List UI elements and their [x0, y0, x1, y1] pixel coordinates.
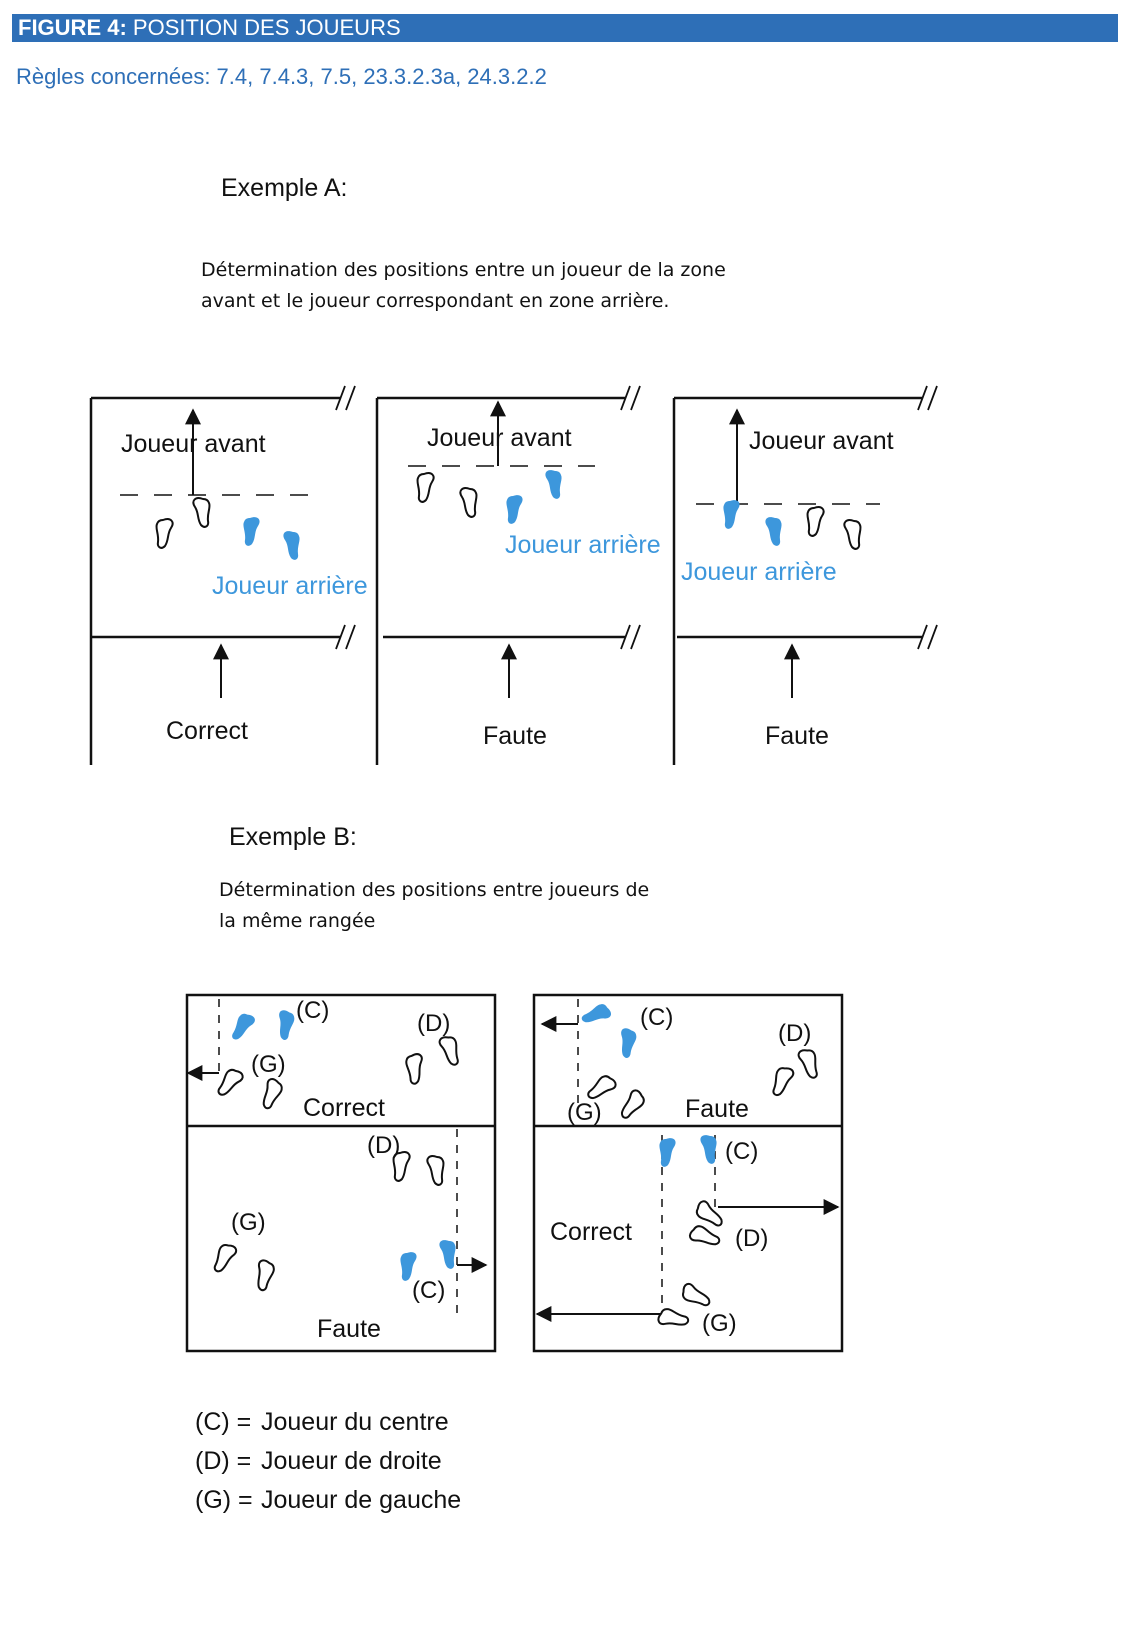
- center-player-left-foot-icon: [579, 1001, 613, 1030]
- back-player-label: Joueur arrière: [681, 558, 837, 586]
- example-b-desc-line2: la même rangée: [219, 910, 376, 932]
- front-player-right-foot-icon: [843, 519, 862, 550]
- back-player-right-foot-icon: [765, 517, 782, 546]
- center-player-right-foot-icon: [700, 1135, 717, 1164]
- front-player-left-foot-icon: [155, 518, 174, 549]
- back-player-label: Joueur arrière: [212, 572, 368, 600]
- center-player-tag: (C): [725, 1138, 758, 1165]
- verdict-label: Correct: [550, 1218, 632, 1246]
- front-player-left-foot-icon: [416, 472, 435, 503]
- back-player-right-foot-icon: [545, 470, 562, 499]
- left-player-tag: (G): [567, 1099, 602, 1126]
- example-b-description: Détermination des positions entre joueur…: [219, 875, 649, 937]
- verdict-label: Correct: [166, 717, 248, 745]
- center-player-right-foot-icon: [439, 1240, 456, 1269]
- center-player-right-foot-icon: [273, 1009, 297, 1042]
- left-player-right-foot-icon: [614, 1087, 649, 1122]
- legend-value: Joueur du centre: [261, 1408, 449, 1436]
- legend-item-right: (D) = Joueur de droite: [195, 1447, 461, 1486]
- right-player-right-foot-icon: [796, 1047, 820, 1081]
- front-player-right-foot-icon: [192, 497, 211, 528]
- example-b-diagram: (C) (D) (G) Correct (C) (D) (G) Faute (D…: [185, 993, 844, 1353]
- left-player-tag: (G): [251, 1051, 286, 1078]
- right-player-left-foot-icon: [404, 1052, 427, 1086]
- rules-line: Règles concernées: 7.4, 7.4.3, 7.5, 23.3…: [16, 64, 547, 89]
- example-b-boxes: [185, 993, 844, 1353]
- figure-title: POSITION DES JOUEURS: [132, 15, 401, 40]
- right-player-left-foot-icon: [692, 1198, 728, 1230]
- left-player-left-foot-icon: [214, 1065, 246, 1101]
- example-a-description: Détermination des positions entre un jou…: [201, 255, 726, 317]
- example-a-court-lines: [89, 396, 922, 765]
- legend-value: Joueur de droite: [261, 1447, 442, 1475]
- left-player-tag: (G): [231, 1209, 266, 1236]
- alignment-dashed-lines: [120, 465, 880, 505]
- reference-dashed-lines: [218, 999, 716, 1317]
- legend-key: (D) =: [195, 1447, 252, 1475]
- legend-item-center: (C) = Joueur du centre: [195, 1408, 461, 1447]
- example-a-desc-line1: Détermination des positions entre un jou…: [201, 259, 726, 281]
- center-player-tag: (C): [412, 1277, 445, 1304]
- verdict-label: Faute: [317, 1315, 381, 1343]
- right-player-right-foot-icon: [426, 1155, 445, 1186]
- arrows: [185, 400, 800, 698]
- back-player-left-foot-icon: [243, 517, 260, 546]
- example-b-desc-line1: Détermination des positions entre joueur…: [219, 879, 650, 901]
- legend-key: (G) =: [195, 1486, 253, 1514]
- right-player-right-foot-icon: [687, 1222, 723, 1253]
- verdict-label: Faute: [765, 722, 829, 750]
- back-player-label: Joueur arrière: [505, 531, 661, 559]
- left-player-right-foot-icon: [255, 1076, 286, 1112]
- front-player-label: Joueur avant: [427, 424, 572, 452]
- example-a-diagram: Joueur avant Joueur arrière Correct Joue…: [89, 385, 938, 765]
- center-player-left-foot-icon: [659, 1138, 676, 1167]
- front-player-right-foot-icon: [459, 487, 478, 518]
- left-player-tag: (G): [702, 1310, 737, 1337]
- break-marks: [335, 385, 938, 650]
- left-player-right-foot-icon: [656, 1305, 691, 1333]
- legend-key: (C) =: [195, 1408, 252, 1436]
- back-player-left-foot-icon: [723, 500, 740, 529]
- verdict-label: Faute: [483, 722, 547, 750]
- right-player-tag: (D): [735, 1225, 768, 1252]
- right-player-left-foot-icon: [770, 1064, 796, 1099]
- back-player-right-foot-icon: [283, 531, 300, 560]
- right-player-tag: (D): [367, 1132, 400, 1159]
- example-b-arrows: [186, 1016, 840, 1322]
- left-player-left-foot-icon: [211, 1241, 239, 1276]
- left-player-left-foot-icon: [679, 1281, 714, 1309]
- legend-item-left: (G) = Joueur de gauche: [195, 1486, 461, 1525]
- example-a-heading: Exemple A:: [221, 174, 348, 202]
- right-player-tag: (D): [417, 1010, 450, 1037]
- example-b-heading: Exemple B:: [229, 823, 357, 851]
- verdict-label: Faute: [685, 1095, 749, 1123]
- front-player-label: Joueur avant: [121, 430, 266, 458]
- right-player-right-foot-icon: [437, 1034, 461, 1068]
- legend: (C) = Joueur du centre (D) = Joueur de dro…: [195, 1408, 461, 1525]
- front-player-left-foot-icon: [806, 506, 825, 537]
- left-player-right-foot-icon: [250, 1258, 278, 1293]
- center-player-right-foot-icon: [615, 1027, 639, 1060]
- back-player-left-foot-icon: [506, 495, 523, 524]
- center-player-left-foot-icon: [229, 1011, 257, 1044]
- legend-value: Joueur de gauche: [261, 1486, 462, 1514]
- right-player-tag: (D): [778, 1020, 811, 1047]
- figure-label: FIGURE 4:: [18, 15, 127, 40]
- center-player-tag: (C): [640, 1004, 673, 1031]
- verdict-label: Correct: [303, 1094, 385, 1122]
- center-player-tag: (C): [296, 997, 329, 1024]
- example-a-desc-line2: avant et le joueur correspondant en zone…: [201, 290, 670, 312]
- front-player-label: Joueur avant: [749, 427, 894, 455]
- figure-header: FIGURE 4: POSITION DES JOUEURS: [12, 14, 1118, 42]
